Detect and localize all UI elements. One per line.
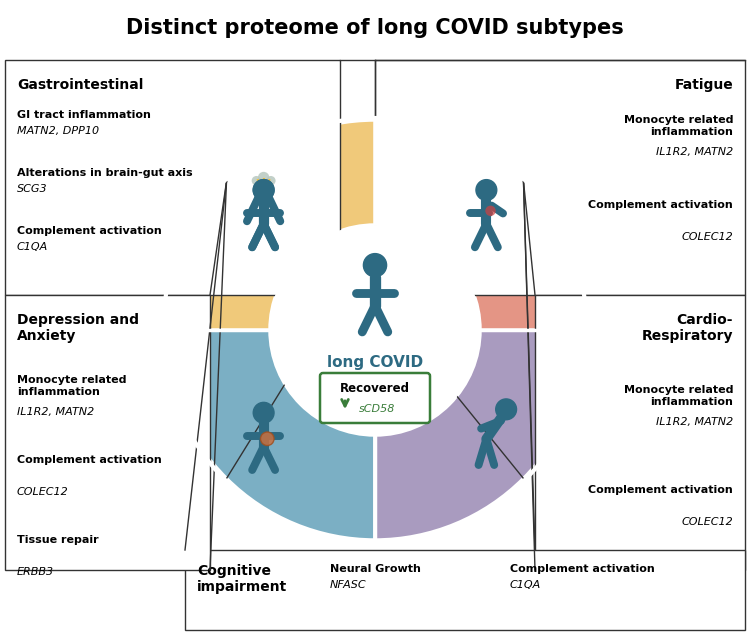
- Circle shape: [266, 176, 275, 185]
- Bar: [375, 60, 745, 295]
- Text: Cognitive
impairment: Cognitive impairment: [197, 564, 287, 594]
- Text: Fatigue: Fatigue: [674, 78, 733, 92]
- Wedge shape: [375, 330, 585, 540]
- Bar: [5, 60, 340, 295]
- Text: Monocyte related
inflammation: Monocyte related inflammation: [623, 115, 733, 137]
- Text: IL1R2, MATN2: IL1R2, MATN2: [656, 417, 733, 427]
- Text: Monocyte related
inflammation: Monocyte related inflammation: [17, 375, 127, 397]
- Text: C1QA: C1QA: [17, 242, 48, 252]
- Text: Gastrointestinal: Gastrointestinal: [17, 78, 143, 92]
- Circle shape: [496, 399, 517, 420]
- Wedge shape: [165, 120, 375, 330]
- Text: C1QA: C1QA: [510, 580, 542, 590]
- Wedge shape: [375, 120, 585, 330]
- Text: COLEC12: COLEC12: [681, 232, 733, 242]
- Circle shape: [270, 225, 480, 435]
- Circle shape: [254, 403, 274, 423]
- Text: Alterations in brain-gut axis: Alterations in brain-gut axis: [17, 168, 193, 178]
- Text: Complement activation: Complement activation: [588, 485, 733, 495]
- Text: Recovered: Recovered: [340, 383, 410, 396]
- Circle shape: [254, 180, 274, 201]
- Circle shape: [260, 432, 274, 445]
- Circle shape: [476, 180, 496, 201]
- Text: Tissue repair: Tissue repair: [17, 535, 99, 545]
- Circle shape: [364, 254, 386, 277]
- Bar: [5, 295, 210, 570]
- Text: Complement activation: Complement activation: [17, 226, 162, 236]
- Bar: [185, 550, 745, 630]
- Text: SCG3: SCG3: [17, 184, 48, 194]
- Circle shape: [258, 172, 269, 183]
- Text: Complement activation: Complement activation: [510, 564, 655, 574]
- Text: GI tract inflammation: GI tract inflammation: [17, 110, 151, 120]
- Text: COLEC12: COLEC12: [681, 517, 733, 527]
- Text: Monocyte related
inflammation: Monocyte related inflammation: [623, 385, 733, 406]
- Text: NFASC: NFASC: [330, 580, 367, 590]
- Wedge shape: [165, 120, 375, 330]
- Text: IL1R2, MATN2: IL1R2, MATN2: [656, 147, 733, 157]
- Bar: [535, 295, 745, 570]
- Text: Complement activation: Complement activation: [588, 200, 733, 210]
- Text: IL1R2, MATN2: IL1R2, MATN2: [17, 407, 94, 417]
- Circle shape: [485, 206, 496, 216]
- Text: Cardio-
Respiratory: Cardio- Respiratory: [641, 313, 733, 343]
- Wedge shape: [165, 330, 375, 540]
- Text: Complement activation: Complement activation: [17, 455, 162, 465]
- FancyBboxPatch shape: [320, 373, 430, 423]
- Text: long COVID: long COVID: [327, 355, 423, 369]
- Text: MATN2, DPP10: MATN2, DPP10: [17, 126, 99, 136]
- Text: Neural Growth: Neural Growth: [330, 564, 421, 574]
- Text: sCD58: sCD58: [359, 404, 395, 414]
- Text: COLEC12: COLEC12: [17, 487, 69, 497]
- Circle shape: [252, 176, 261, 185]
- Text: Distinct proteome of long COVID subtypes: Distinct proteome of long COVID subtypes: [126, 18, 624, 38]
- Text: Depression and
Anxiety: Depression and Anxiety: [17, 313, 139, 343]
- Text: ERBB3: ERBB3: [17, 567, 54, 577]
- Circle shape: [254, 180, 274, 201]
